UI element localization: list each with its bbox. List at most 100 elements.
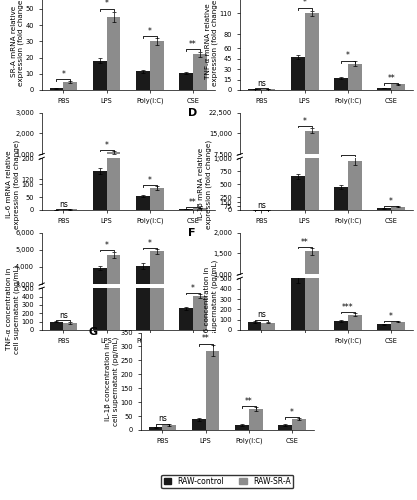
Bar xyxy=(50,88,63,90)
Bar xyxy=(261,323,275,330)
Bar xyxy=(291,296,305,316)
Text: *: * xyxy=(346,52,350,60)
Bar xyxy=(291,278,305,330)
Y-axis label: IL-1β mRNA relative
expression (fold change): IL-1β mRNA relative expression (fold cha… xyxy=(198,140,212,229)
Text: ns: ns xyxy=(257,310,266,320)
Bar xyxy=(377,88,391,90)
Y-axis label: TNF-α concentration in
cell supernatant (pg/mL): TNF-α concentration in cell supernatant … xyxy=(6,264,20,354)
Bar xyxy=(348,64,362,90)
Bar xyxy=(150,252,163,336)
Bar xyxy=(248,322,261,330)
Bar xyxy=(305,170,319,330)
Text: ns: ns xyxy=(59,200,68,209)
Bar xyxy=(93,60,107,90)
Bar xyxy=(348,310,362,316)
Text: *: * xyxy=(148,27,152,36)
Bar xyxy=(377,324,391,330)
Bar xyxy=(179,73,193,90)
Bar xyxy=(248,89,261,90)
Text: **: ** xyxy=(189,40,197,49)
Bar xyxy=(391,84,405,90)
Bar xyxy=(305,130,319,176)
Text: **: ** xyxy=(189,198,197,207)
Bar xyxy=(348,161,362,210)
Bar xyxy=(305,252,319,316)
Bar xyxy=(305,0,319,210)
Text: *: * xyxy=(105,141,108,150)
Text: **: ** xyxy=(344,146,352,155)
Text: ns: ns xyxy=(257,200,266,209)
Bar xyxy=(193,296,207,330)
Bar xyxy=(148,427,163,430)
Text: **: ** xyxy=(202,334,209,344)
Bar xyxy=(193,328,207,336)
Bar xyxy=(305,14,319,90)
Legend: RAW-control, RAW-SR-A: RAW-control, RAW-SR-A xyxy=(161,475,293,488)
Text: G: G xyxy=(89,326,98,336)
Bar xyxy=(292,419,306,430)
Bar xyxy=(377,208,391,210)
Text: *: * xyxy=(303,0,306,8)
Bar xyxy=(93,268,107,336)
Bar xyxy=(291,174,305,176)
Bar xyxy=(179,308,193,330)
Bar xyxy=(63,334,77,336)
Bar xyxy=(150,0,163,330)
Bar xyxy=(136,72,150,90)
Bar xyxy=(248,313,261,316)
Bar xyxy=(334,320,348,330)
Bar xyxy=(348,172,362,176)
Bar xyxy=(179,208,193,210)
Bar xyxy=(136,0,150,330)
Bar xyxy=(93,0,107,330)
Bar xyxy=(63,323,77,330)
Text: ns: ns xyxy=(158,414,167,424)
Bar xyxy=(334,174,348,176)
Bar xyxy=(334,78,348,90)
Bar xyxy=(235,425,249,430)
Bar xyxy=(50,334,63,336)
Y-axis label: SR-A mRNA relative
expression (fold change): SR-A mRNA relative expression (fold chan… xyxy=(11,0,24,86)
Text: *: * xyxy=(148,176,152,186)
Text: *: * xyxy=(148,239,152,248)
Y-axis label: TNF-α mRNA relative
expression (fold change): TNF-α mRNA relative expression (fold cha… xyxy=(205,0,218,86)
Text: F: F xyxy=(188,228,195,238)
Bar xyxy=(150,42,163,90)
Bar xyxy=(261,314,275,316)
Bar xyxy=(136,266,150,336)
Bar xyxy=(192,420,206,430)
Bar xyxy=(377,314,391,316)
Bar xyxy=(391,313,405,316)
Text: *: * xyxy=(303,118,306,126)
Y-axis label: IL-6 mRNA relative
expression (fold change): IL-6 mRNA relative expression (fold chan… xyxy=(6,140,20,229)
Bar xyxy=(150,174,163,176)
Bar xyxy=(291,176,305,210)
Bar xyxy=(107,0,121,330)
Text: *: * xyxy=(61,70,65,79)
Bar xyxy=(50,322,63,330)
Text: **: ** xyxy=(301,238,309,247)
Bar xyxy=(136,174,150,176)
Bar xyxy=(63,82,77,90)
Text: D: D xyxy=(188,108,197,118)
Y-axis label: IL-6 concentration in
cell supernatant (pg/mL): IL-6 concentration in cell supernatant (… xyxy=(204,260,218,349)
Bar xyxy=(334,312,348,316)
Bar xyxy=(93,172,107,210)
Bar xyxy=(107,0,121,210)
Bar xyxy=(107,17,121,90)
Bar xyxy=(348,314,362,330)
Text: *: * xyxy=(389,197,393,206)
Text: *: * xyxy=(389,312,393,320)
Bar xyxy=(193,208,207,210)
Bar xyxy=(391,206,405,210)
Bar xyxy=(334,187,348,210)
Bar xyxy=(93,172,107,176)
Text: **: ** xyxy=(245,397,253,406)
Bar xyxy=(291,58,305,90)
Bar xyxy=(278,425,292,430)
Y-axis label: IL-1β concentration in
cell supernatant (pg/mL): IL-1β concentration in cell supernatant … xyxy=(106,336,119,426)
Text: *: * xyxy=(105,240,108,250)
Bar xyxy=(391,322,405,330)
Bar xyxy=(206,350,219,430)
Text: *: * xyxy=(191,284,195,293)
